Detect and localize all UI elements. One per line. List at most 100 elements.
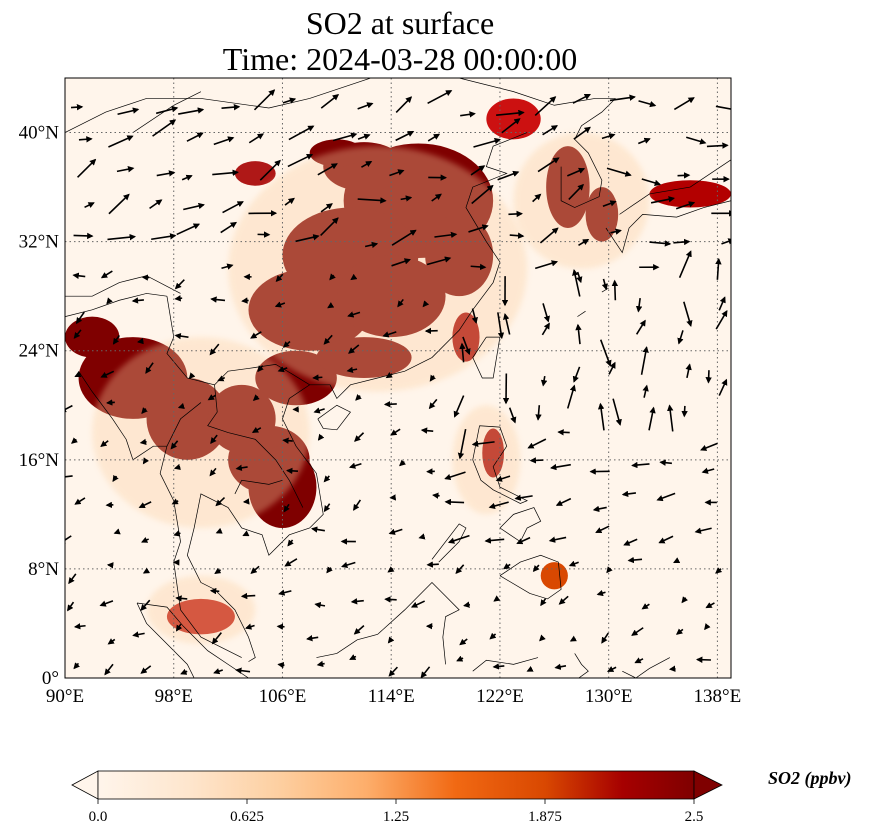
wind-arrow: [566, 384, 576, 409]
lat-tick-label: 24°N: [19, 341, 60, 362]
wind-arrow: [176, 223, 201, 236]
wind-arrow: [145, 362, 154, 374]
wind-arrow: [621, 490, 637, 498]
wind-arrow: [681, 596, 688, 604]
lon-tick-label: 130°E: [585, 686, 633, 707]
wind-arrow: [542, 303, 550, 323]
wind-arrow: [213, 668, 224, 675]
coastline: [316, 582, 460, 665]
coastline: [173, 562, 242, 658]
wind-arrow: [70, 103, 84, 111]
wind-arrow: [241, 297, 249, 304]
wind-arrow: [715, 105, 731, 110]
wind-arrow: [251, 426, 262, 433]
wind-arrow: [606, 566, 613, 574]
wind-arrow: [447, 534, 470, 544]
wind-arrow: [210, 434, 218, 445]
wind-arrow: [667, 404, 674, 432]
wind-arrow: [410, 600, 426, 608]
coastline: [499, 554, 562, 600]
wind-arrow: [209, 343, 220, 356]
wind-arrow: [354, 432, 365, 442]
so2-hotspot: [234, 161, 276, 186]
wind-arrow: [567, 167, 586, 177]
wind-arrow: [108, 193, 130, 215]
wind-arrow: [648, 406, 656, 431]
wind-arrow: [526, 665, 534, 672]
wind-arrow: [460, 111, 476, 118]
wind-arrow: [658, 535, 674, 544]
wind-arrow: [694, 527, 712, 534]
wind-arrow: [427, 90, 453, 105]
wind-arrow: [471, 308, 478, 324]
wind-arrow: [683, 301, 693, 327]
wind-arrow: [74, 371, 82, 378]
wind-arrow: [721, 238, 731, 245]
wind-arrow: [353, 624, 365, 635]
wind-arrow: [253, 89, 276, 111]
wind-arrow: [429, 374, 436, 382]
wind-arrow: [638, 100, 657, 108]
wind-arrow: [539, 227, 559, 244]
wind-arrow: [540, 375, 548, 387]
wind-arrow: [350, 598, 364, 605]
wind-arrow: [534, 260, 559, 270]
wind-arrow: [174, 279, 185, 290]
wind-arrow: [390, 428, 401, 436]
coastline: [136, 602, 195, 678]
wind-arrow: [527, 438, 547, 449]
wind-arrow: [259, 159, 281, 181]
wind-arrow: [141, 536, 149, 543]
wind-arrow: [399, 459, 406, 467]
wind-arrow: [718, 296, 726, 311]
wind-arrow: [558, 595, 569, 605]
wind-arrow: [606, 167, 632, 177]
wind-arrow: [501, 118, 521, 134]
lon-tick-label: 106°E: [259, 686, 307, 707]
wind-arrow: [314, 601, 326, 609]
coastline: [234, 479, 283, 495]
wind-arrow: [484, 537, 505, 544]
wind-arrow: [108, 135, 134, 148]
wind-arrow: [183, 202, 205, 211]
wind-arrow: [329, 273, 336, 281]
wind-arrow: [444, 498, 465, 506]
wind-arrow: [463, 601, 471, 608]
wind-arrow: [132, 631, 145, 638]
wind-arrow: [65, 473, 73, 480]
wind-arrow: [455, 564, 465, 575]
wind-arrow: [606, 666, 617, 673]
wind-arrow: [137, 337, 144, 345]
lon-tick-label: 114°E: [368, 686, 415, 707]
wind-arrow: [65, 404, 73, 413]
wind-arrow: [76, 158, 97, 178]
wind-arrow: [320, 94, 340, 109]
wind-arrow: [106, 297, 113, 305]
coastline: [78, 370, 167, 461]
coastline: [622, 657, 671, 678]
wind-arrow: [316, 660, 325, 668]
wind-arrow: [213, 136, 235, 146]
wind-arrow: [323, 503, 331, 513]
wind-arrow: [540, 598, 547, 607]
wind-arrow: [641, 603, 650, 610]
wind-arrow: [659, 459, 672, 466]
coastline: [136, 602, 249, 678]
wind-arrow: [212, 169, 239, 176]
wind-arrow: [704, 623, 711, 631]
wind-arrow: [668, 665, 676, 672]
wind-arrow: [609, 94, 636, 102]
coastlines: [65, 78, 731, 678]
so2-halo: [513, 132, 650, 269]
wind-arrow: [631, 627, 644, 636]
wind-arrow: [248, 133, 264, 144]
wind-arrow: [509, 232, 525, 239]
wind-arrow: [550, 463, 571, 471]
wind-arrow: [681, 405, 688, 418]
wind-arrow: [534, 96, 557, 117]
coastline: [431, 78, 435, 79]
wind-arrow: [276, 623, 285, 630]
wind-arrow: [221, 263, 234, 270]
wind-arrow: [178, 107, 205, 115]
